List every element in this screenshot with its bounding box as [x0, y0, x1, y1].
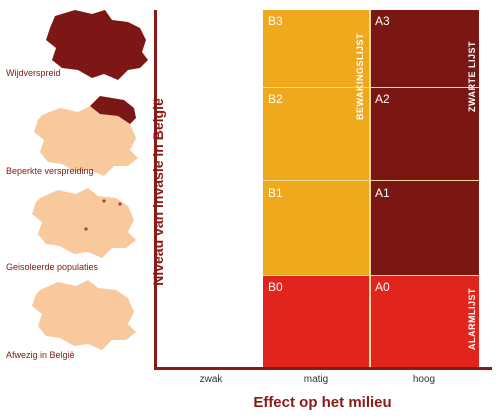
- cell-a0: A0: [375, 280, 390, 294]
- cell-b2: B2: [268, 92, 283, 106]
- row-divider-2: [263, 180, 479, 181]
- cell-b0: B0: [268, 280, 283, 294]
- x-tick-moderate: matig: [303, 374, 329, 385]
- x-tick-weak: zwak: [199, 374, 223, 385]
- blacklist-zone: [371, 10, 479, 275]
- monitoring-zone: [263, 10, 369, 275]
- blacklist-label: ZWARTE LIJST: [467, 41, 477, 112]
- cell-a2: A2: [375, 92, 390, 106]
- y-axis-line: [154, 10, 157, 370]
- belgium-map-limited: [34, 96, 138, 176]
- column-divider: [369, 10, 371, 367]
- map-label-limited: Beperkte verspreiding: [6, 166, 94, 176]
- belgium-map-absent: [32, 280, 136, 350]
- map-label-isolated: Geisoleerde populaties: [6, 262, 99, 272]
- x-axis-title: Effect op het milieu: [253, 394, 392, 411]
- maps-panel: [32, 10, 148, 350]
- cell-a1: A1: [375, 186, 390, 200]
- monitoring-list-label: BEWAKINGSLIJST: [355, 32, 365, 120]
- map-label-absent: Afwezig in België: [6, 350, 75, 360]
- cell-b3: B3: [268, 14, 283, 28]
- x-tick-high: hoog: [412, 374, 436, 385]
- row-divider-3: [263, 275, 479, 276]
- row-divider-1: [263, 87, 479, 88]
- cell-b1: B1: [268, 186, 283, 200]
- map-label-widespread: Wijdverspreid: [6, 68, 61, 78]
- belgium-map-isolated: [32, 188, 136, 258]
- cell-a3: A3: [375, 14, 390, 28]
- belgium-map-widespread: [46, 10, 148, 80]
- x-axis-line: [154, 367, 492, 370]
- alarm-list-label: ALARMLIJST: [467, 288, 477, 350]
- alarm-zone: [263, 276, 479, 367]
- y-axis-title: Niveau van invasie in België: [150, 98, 166, 286]
